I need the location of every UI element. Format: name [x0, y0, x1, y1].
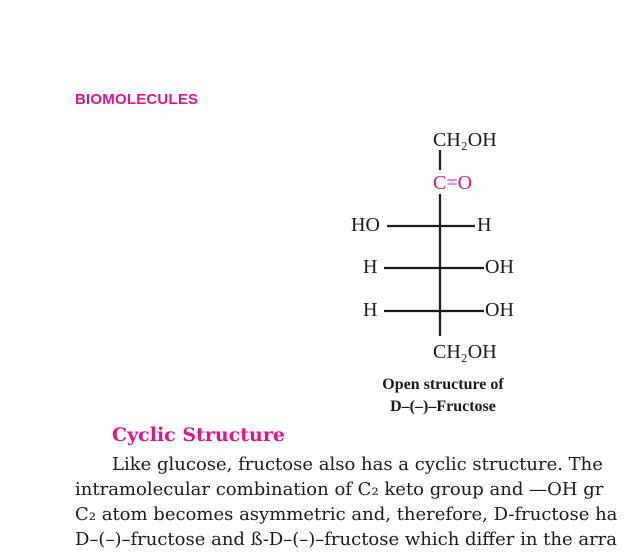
body-paragraph: Like glucose, fructose also has a cyclic… — [75, 452, 638, 552]
bottom-group: CH₂OH — [433, 341, 497, 363]
top-group: CH₂OH — [433, 129, 497, 151]
row4-right-group: OH — [485, 256, 514, 278]
paragraph-line: D–(–)–fructose and ß-D–(–)–fructose whic… — [75, 529, 618, 550]
paragraph-line: C₂ atom becomes asymmetric and, therefor… — [75, 504, 618, 525]
row3-right-group: H — [477, 214, 491, 236]
running-header: BIOMOLECULES — [75, 91, 199, 108]
row4-left-group: H — [363, 256, 377, 278]
row3-left-group: HO — [351, 214, 380, 236]
paragraph-line: Like glucose, fructose also has a cyclic… — [112, 454, 603, 475]
row5-right-group: OH — [485, 299, 514, 321]
caption-line-1: Open structure of — [382, 376, 504, 393]
row5-left-group: H — [363, 299, 377, 321]
carbonyl-group: C=O — [433, 172, 472, 194]
caption-line-2: D–(–)–Fructose — [390, 398, 496, 415]
paragraph-line: intramolecular combination of C₂ keto gr… — [75, 479, 604, 500]
section-title: Cyclic Structure — [112, 424, 285, 446]
